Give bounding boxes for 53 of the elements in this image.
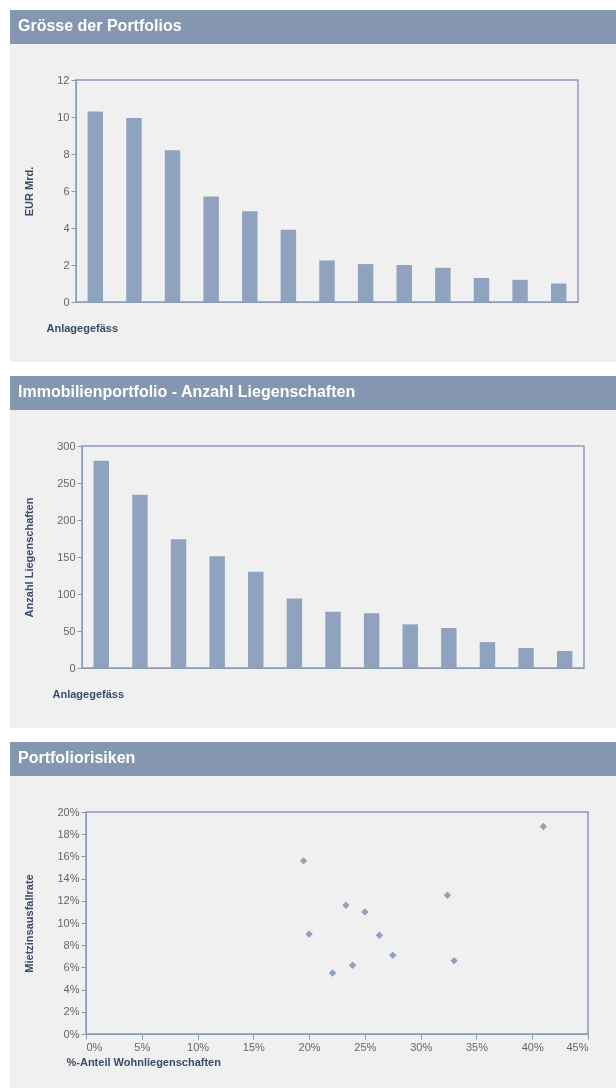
point <box>299 857 308 865</box>
chart-title: Immobilienportfolio - Anzahl Liegenschaften <box>10 376 616 410</box>
y-tick-label: 250 <box>57 476 76 489</box>
y-tick-label: 6% <box>63 960 80 973</box>
x-tick-label: 20% <box>298 1040 321 1053</box>
point <box>389 951 397 959</box>
x-tick-label: 10% <box>187 1040 210 1053</box>
x-tick-label: 15% <box>242 1040 266 1053</box>
x-tick-label: 45% <box>566 1040 589 1053</box>
y-tick-label: 2 <box>63 258 70 271</box>
y-tick-label: 300 <box>57 439 76 452</box>
y-tick-label: 10 <box>57 110 70 123</box>
y-tick-label: 2% <box>63 1005 80 1018</box>
point <box>375 931 384 939</box>
x-tick-label: 25% <box>354 1040 377 1053</box>
point <box>450 957 458 965</box>
x-tick-label: 35% <box>465 1040 489 1053</box>
y-axis-title: EUR Mrd. <box>23 166 36 217</box>
y-tick-label: 0 <box>63 295 70 308</box>
y-tick-label: 4% <box>63 983 80 996</box>
point <box>342 901 350 909</box>
y-tick-label: 4 <box>63 221 70 234</box>
chart-title: Portfoliorisiken <box>10 742 616 776</box>
y-tick-label: 12% <box>57 894 80 907</box>
y-axis-title: Anzahl Liegenschaften <box>23 497 36 618</box>
chart-title: Grösse der Portfolios <box>10 10 616 44</box>
y-tick-label: 6 <box>63 184 70 197</box>
y-axis-title: Mietzinsausfallrate <box>23 874 36 973</box>
y-tick-label: 8 <box>63 147 70 160</box>
y-tick-label: 20% <box>57 805 80 818</box>
y-tick-label: 18% <box>57 827 80 840</box>
y-tick-label: 150 <box>57 550 76 563</box>
x-tick-label: 40% <box>521 1040 544 1053</box>
y-tick-label: 10% <box>57 916 80 929</box>
y-tick-label: 8% <box>63 938 80 951</box>
y-tick-label: 100 <box>57 587 76 600</box>
y-tick-label: 16% <box>57 849 80 862</box>
x-tick-label: 0% <box>86 1040 103 1053</box>
x-axis-title: Anlagegefäss <box>46 321 119 334</box>
x-axis-title: %-Anteil Wohnliegenschaften <box>66 1055 222 1068</box>
point <box>443 891 452 899</box>
y-tick-label: 50 <box>63 624 76 637</box>
point <box>328 969 337 977</box>
y-tick-label: 14% <box>57 872 80 885</box>
point <box>539 822 548 831</box>
point <box>348 961 357 969</box>
x-tick-label: 30% <box>410 1040 433 1053</box>
y-tick-label: 200 <box>57 513 76 526</box>
x-axis-title: Anlagegefäss <box>52 687 125 700</box>
x-tick-label: 5% <box>134 1040 151 1053</box>
y-tick-label: 12 <box>57 73 70 86</box>
y-tick-label: 0 <box>69 661 76 674</box>
y-tick-label: 0% <box>63 1027 80 1040</box>
